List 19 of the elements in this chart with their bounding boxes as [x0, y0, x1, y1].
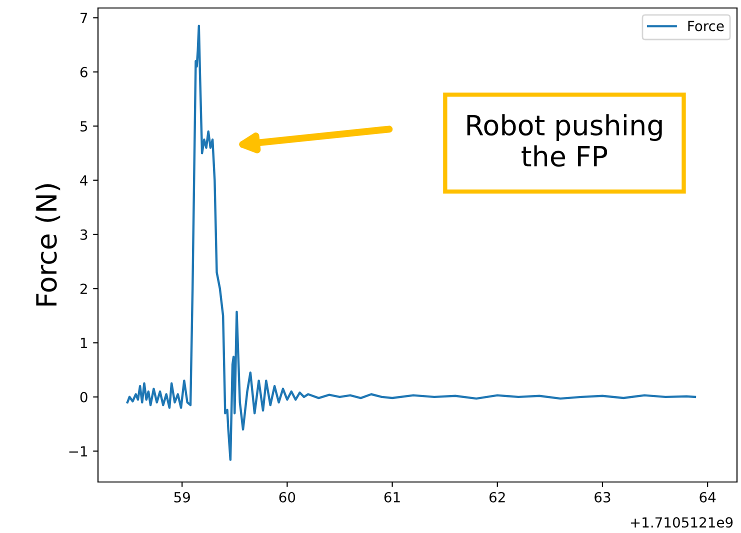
- y-tick-label: 4: [80, 175, 88, 186]
- y-tick-label: 0: [80, 392, 88, 402]
- x-tick-label: 64: [700, 492, 716, 502]
- x-tick-label: 59: [174, 492, 190, 502]
- x-tick-label: 61: [384, 492, 400, 502]
- y-tick-label: 5: [80, 121, 88, 132]
- text: +1.7105121e9: [630, 517, 733, 528]
- y-tick-label: 2: [80, 284, 87, 294]
- y-axis-title: Force (N): [35, 184, 60, 306]
- y-tick-label: 3: [80, 229, 88, 240]
- y-tick-label: 7: [80, 12, 88, 24]
- y-tick-label: 6: [80, 66, 88, 78]
- y-tick-label: −1: [69, 446, 87, 456]
- annotation: Robot pushing the FP: [467, 114, 662, 167]
- legend-label: Force: [688, 20, 724, 32]
- x-tick-label: 62: [490, 492, 505, 502]
- x-tick-label: 60: [279, 492, 296, 502]
- x-tick-label: 63: [594, 492, 610, 502]
- y-tick-label: 1: [80, 338, 87, 348]
